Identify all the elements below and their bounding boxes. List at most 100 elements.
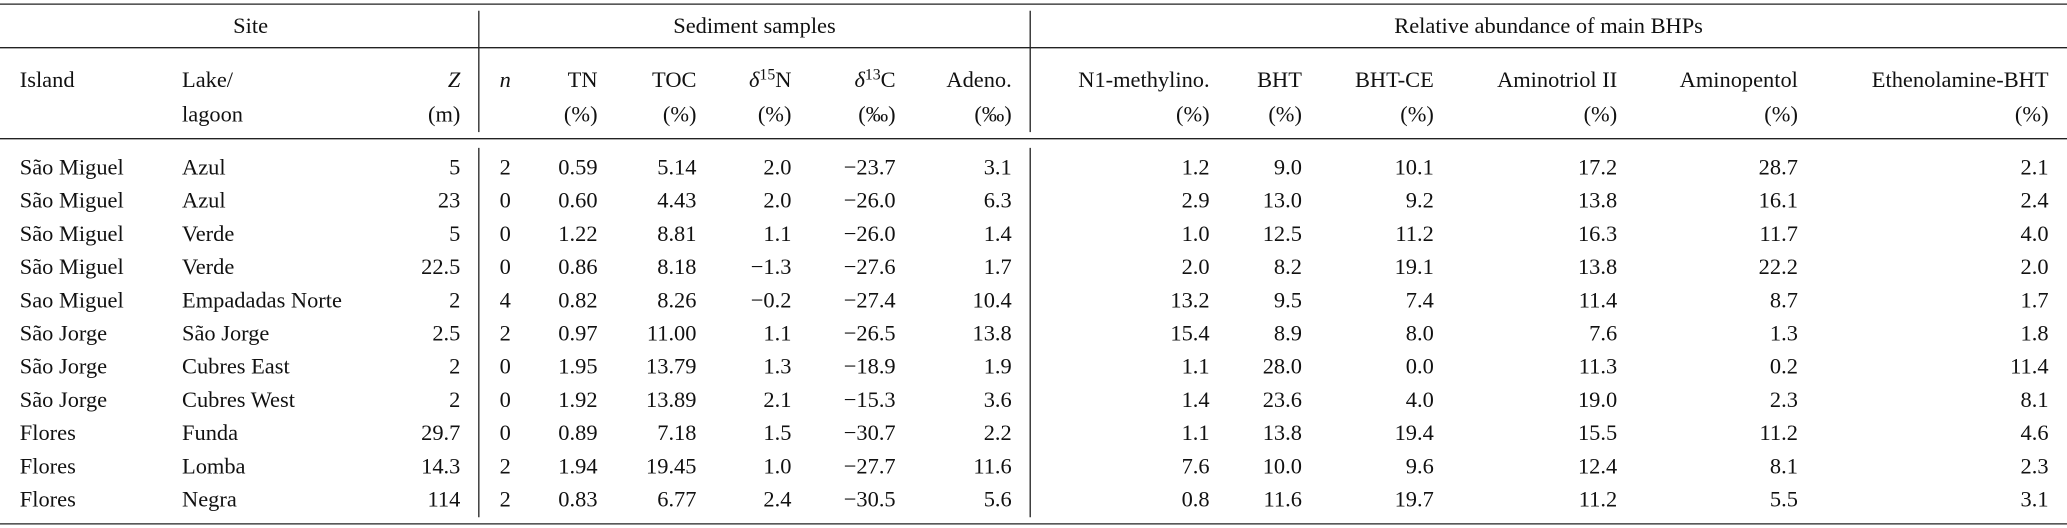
column-unit: (%): [2015, 102, 2049, 127]
table-cell: 13.8: [973, 321, 1012, 346]
table-cell: −26.5: [844, 321, 896, 346]
table-cell: 13.8: [1578, 188, 1617, 213]
table-cell: −27.7: [844, 453, 896, 478]
table-cell: 1.2: [1182, 154, 1210, 179]
table-cell: 28.0: [1263, 354, 1302, 379]
table-cell: 1.7: [984, 254, 1012, 279]
table-cell: 0: [500, 354, 511, 379]
table-cell: 5: [449, 221, 460, 246]
table-cell: 19.45: [646, 453, 696, 478]
table-cell: −26.0: [844, 221, 896, 246]
table-cell: 4.0: [2021, 221, 2049, 246]
column-unit: (‰): [974, 102, 1011, 127]
column-header: TN: [568, 67, 598, 92]
table-cell: 11.2: [1395, 221, 1433, 246]
header-symbol: δ: [749, 67, 760, 92]
table-cell: 2.2: [984, 420, 1012, 445]
column-header: Adeno.: [946, 67, 1011, 92]
column-header: Island: [20, 67, 75, 92]
table-cell: 11.00: [647, 321, 697, 346]
table-cell: 1.1: [763, 221, 791, 246]
table-cell: 1.9: [984, 354, 1012, 379]
table-cell: −1.3: [751, 254, 792, 279]
table-cell: São Miguel: [20, 254, 124, 279]
table-cell: 8.2: [1274, 254, 1302, 279]
table-cell: 1.4: [1182, 387, 1210, 412]
table-cell: 1.22: [558, 221, 597, 246]
table-cell: 4.6: [2021, 420, 2049, 445]
table-cell: 2.5: [432, 321, 460, 346]
table-cell: 0.86: [558, 254, 597, 279]
table-cell: −26.0: [844, 188, 896, 213]
table-cell: Cubres West: [182, 387, 296, 412]
column-unit: (%): [758, 102, 792, 127]
table-cell: 6.3: [984, 188, 1012, 213]
column-header: Lake/: [182, 67, 234, 92]
table-cell: São Miguel: [20, 188, 124, 213]
table-cell: 17.2: [1578, 154, 1617, 179]
table-cell: 3.1: [984, 154, 1012, 179]
table-cell: −23.7: [844, 154, 896, 179]
column-unit: (%): [1268, 102, 1302, 127]
table-cell: 5: [449, 154, 460, 179]
column-header: Z: [448, 67, 461, 92]
table-cell: 12.5: [1263, 221, 1302, 246]
table-cell: 1.92: [558, 387, 597, 412]
table-cell: 9.6: [1406, 453, 1434, 478]
table-cell: 7.18: [657, 420, 696, 445]
table-cell: 16.3: [1578, 221, 1617, 246]
table-cell: São Jorge: [20, 354, 107, 379]
table-cell: 0: [500, 221, 511, 246]
table-cell: 8.1: [1770, 453, 1798, 478]
table-cell: 11.6: [1264, 487, 1302, 512]
table-cell: 11.7: [1760, 221, 1798, 246]
table-cell: Empadadas Norte: [182, 287, 342, 312]
table-cell: 1.0: [763, 453, 791, 478]
table-cell: 2.9: [1182, 188, 1210, 213]
table-cell: 3.6: [984, 387, 1012, 412]
column-header: δ13C: [854, 66, 895, 92]
table-cell: 2.1: [763, 387, 791, 412]
table-cell: 2.3: [2021, 453, 2049, 478]
column-header: Ethenolamine-BHT: [1872, 67, 2049, 92]
table-cell: 6.77: [657, 487, 696, 512]
table-cell: 13.0: [1263, 188, 1302, 213]
column-header: TOC: [652, 67, 696, 92]
table-cell: 1.3: [763, 354, 791, 379]
table-cell: 29.7: [421, 420, 460, 445]
table-cell: 2: [500, 154, 511, 179]
column-header: N1-methylino.: [1078, 67, 1209, 92]
table-cell: 2: [500, 453, 511, 478]
table-cell: 28.7: [1759, 154, 1798, 179]
table-cell: −15.3: [844, 387, 896, 412]
table-cell: 11.6: [973, 453, 1011, 478]
table-cell: 4.43: [657, 188, 696, 213]
table-cell: 2: [500, 321, 511, 346]
header-superscript: 15: [759, 66, 775, 83]
table-cell: 11.2: [1760, 420, 1798, 445]
table-cell: 2.4: [2021, 188, 2049, 213]
table-cell: 5.6: [984, 487, 1012, 512]
column-unit: (%): [1764, 102, 1798, 127]
table-cell: Lomba: [182, 453, 246, 478]
table-cell: 19.0: [1578, 387, 1617, 412]
column-unit: (m): [428, 102, 460, 127]
column-header: BHT: [1257, 67, 1302, 92]
table-cell: 19.4: [1395, 420, 1434, 445]
table-cell: 8.9: [1274, 321, 1302, 346]
table-cell: São Jorge: [182, 321, 269, 346]
table-cell: 11.3: [1579, 354, 1617, 379]
table-cell: Cubres East: [182, 354, 290, 379]
table-cell: 1.3: [1770, 321, 1798, 346]
table-cell: 11.2: [1579, 487, 1617, 512]
table-cell: −27.4: [844, 287, 896, 312]
table-cell: 1.5: [763, 420, 791, 445]
table-cell: 19.1: [1395, 254, 1434, 279]
table-cell: Sao Miguel: [20, 287, 124, 312]
table-cell: Negra: [182, 487, 237, 512]
table-cell: 2.0: [1182, 254, 1210, 279]
column-header: BHT-CE: [1355, 67, 1434, 92]
table-cell: Azul: [182, 154, 226, 179]
table-cell: −30.7: [844, 420, 896, 445]
table-cell: 23.6: [1263, 387, 1302, 412]
